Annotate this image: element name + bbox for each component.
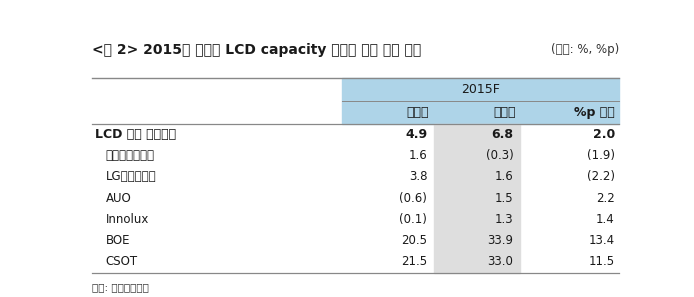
Text: 자료: 한국투자증권: 자료: 한국투자증권 [92, 282, 149, 292]
Text: 1.6: 1.6 [495, 170, 514, 183]
Text: (0.6): (0.6) [399, 192, 428, 205]
Text: LCD 산업 생산능력: LCD 산업 생산능력 [95, 128, 176, 141]
Text: BOE: BOE [105, 234, 130, 247]
Text: AUO: AUO [105, 192, 131, 205]
Text: 6.8: 6.8 [491, 128, 514, 141]
Text: Innolux: Innolux [105, 213, 149, 226]
Text: 4.9: 4.9 [405, 128, 428, 141]
Text: 13.4: 13.4 [589, 234, 615, 247]
Text: 2015F: 2015F [462, 83, 500, 96]
Text: 11.5: 11.5 [589, 255, 615, 268]
Text: 1.3: 1.3 [495, 213, 514, 226]
Text: 변경후: 변경후 [493, 106, 516, 119]
Text: <표 2> 2015년 전세계 LCD capacity 증가율 전망 변경 내역: <표 2> 2015년 전세계 LCD capacity 증가율 전망 변경 내… [92, 42, 421, 56]
Text: 변경전: 변경전 [407, 106, 430, 119]
Text: 3.8: 3.8 [409, 170, 428, 183]
Text: 2.0: 2.0 [593, 128, 615, 141]
Text: (0.3): (0.3) [486, 149, 514, 162]
Text: (1.9): (1.9) [587, 149, 615, 162]
Text: (2.2): (2.2) [587, 170, 615, 183]
Text: 1.4: 1.4 [596, 213, 615, 226]
Text: 33.0: 33.0 [487, 255, 514, 268]
Text: LG디스플레이: LG디스플레이 [105, 170, 156, 183]
Text: (단위: %, %p): (단위: %, %p) [551, 42, 619, 56]
Text: CSOT: CSOT [105, 255, 137, 268]
Text: 21.5: 21.5 [401, 255, 428, 268]
Text: 1.5: 1.5 [495, 192, 514, 205]
Text: 삼성디스플레이: 삼성디스플레이 [105, 149, 155, 162]
Text: %p 변화: %p 변화 [574, 106, 615, 119]
Text: 2.2: 2.2 [596, 192, 615, 205]
Text: (0.1): (0.1) [399, 213, 428, 226]
Text: 20.5: 20.5 [401, 234, 428, 247]
Text: 1.6: 1.6 [409, 149, 428, 162]
Text: 33.9: 33.9 [487, 234, 514, 247]
